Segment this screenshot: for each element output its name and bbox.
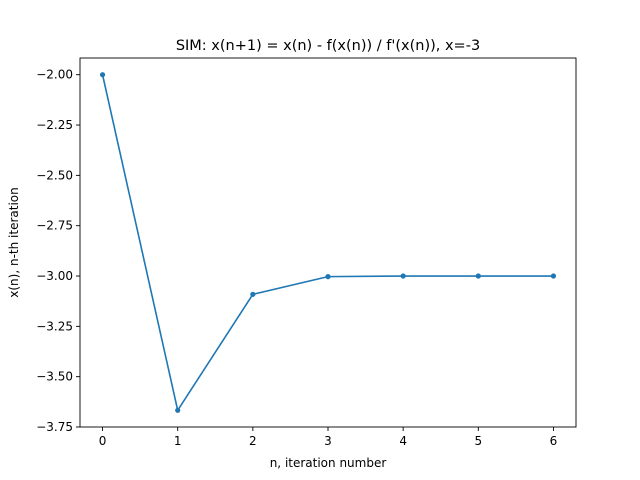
y-axis-label: x(n), n-th iteration xyxy=(7,187,21,297)
y-tick-label: −2.25 xyxy=(36,118,73,132)
series-points xyxy=(99,72,557,413)
y-tick-label: −3.25 xyxy=(36,319,73,333)
data-point xyxy=(325,274,331,280)
y-axis-ticks: −2.00 −2.25 −2.50 −2.75 −3.00 −3.25 −3.50 −3.75 xyxy=(36,68,80,434)
data-point xyxy=(475,273,481,279)
data-point xyxy=(400,273,406,279)
x-tick-label: 0 xyxy=(99,434,107,448)
axes-frame xyxy=(79,57,577,428)
chart-title: SIM: x(n+1) = x(n) - f(x(n)) / f'(x(n)),… xyxy=(176,38,480,54)
x-tick-label: 4 xyxy=(399,434,407,448)
y-tick-label: −3.00 xyxy=(36,269,73,283)
plot-area xyxy=(80,58,576,427)
y-tick-label: −3.75 xyxy=(36,420,73,434)
y-tick-label: −2.75 xyxy=(36,219,73,233)
data-point xyxy=(99,72,106,78)
x-tick-label: 3 xyxy=(324,434,332,448)
x-tick-label: 5 xyxy=(474,434,482,448)
x-axis-ticks: 0 1 2 3 4 5 6 xyxy=(99,427,558,448)
x-tick-label: 2 xyxy=(249,434,257,448)
y-tick-label: −3.50 xyxy=(36,370,73,384)
y-tick-label: −2.00 xyxy=(36,68,73,82)
y-tick-label: −2.50 xyxy=(36,168,73,182)
x-tick-label: 6 xyxy=(550,434,558,448)
data-point xyxy=(550,273,557,279)
data-point xyxy=(175,407,181,413)
x-axis-label: n, iteration number xyxy=(270,456,387,470)
data-point xyxy=(250,291,256,297)
x-tick-label: 1 xyxy=(174,434,182,448)
